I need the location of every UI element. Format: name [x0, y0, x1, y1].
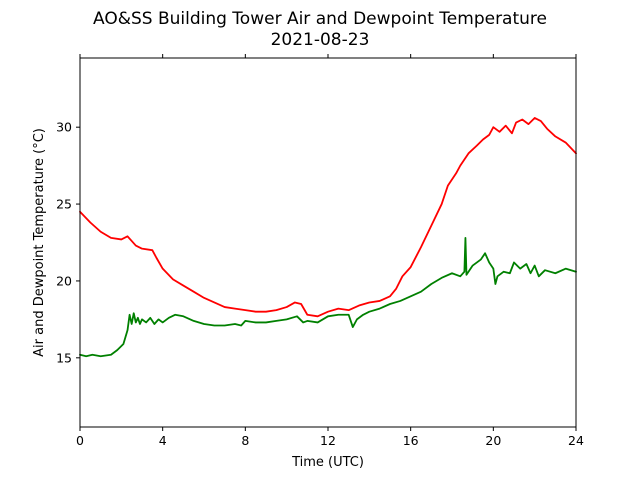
y-tick-label: 30 — [56, 120, 72, 135]
plot-frame — [79, 57, 577, 428]
series-layer — [79, 117, 577, 358]
chart-title: AO&SS Building Tower Air and Dewpoint Te… — [93, 9, 547, 29]
x-tick-label: 8 — [241, 433, 249, 448]
y-axis-label: Air and Dewpoint Temperature (°C) — [32, 128, 47, 357]
x-tick-label: 4 — [159, 433, 167, 448]
x-axis-label: Time (UTC) — [291, 455, 364, 470]
y-tick-label: 20 — [56, 273, 72, 288]
x-tick-label: 24 — [568, 433, 584, 448]
x-tick-label: 20 — [485, 433, 501, 448]
x-tick-label: 12 — [320, 433, 336, 448]
chart-subtitle: 2021-08-23 — [271, 30, 370, 50]
y-tick-label: 15 — [56, 350, 72, 365]
y-tick-label: 25 — [56, 197, 72, 212]
series-line-0 — [79, 117, 577, 318]
x-tick-label: 16 — [403, 433, 419, 448]
series-line-1 — [79, 236, 577, 358]
ticks-layer: 0 4 8 12 16 20 24 15 20 25 30 — [56, 54, 584, 448]
x-tick-label: 0 — [76, 433, 84, 448]
